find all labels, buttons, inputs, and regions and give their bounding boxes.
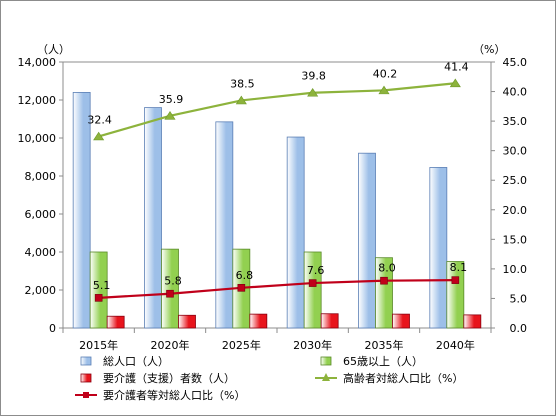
left-axis-tick-label: 6,000 bbox=[25, 208, 57, 221]
x-axis-category-label: 2020年 bbox=[151, 338, 190, 352]
right-axis-tick-label: 20.0 bbox=[503, 204, 528, 217]
right-axis-tick-label: 35.0 bbox=[503, 115, 528, 128]
data-label: 32.4 bbox=[87, 113, 112, 126]
bar bbox=[144, 107, 162, 329]
data-label: 40.2 bbox=[373, 67, 398, 80]
bar bbox=[249, 313, 268, 329]
data-label: 5.1 bbox=[93, 279, 111, 292]
x-axis-category-label: 2040年 bbox=[436, 338, 475, 352]
data-label: 8.0 bbox=[378, 262, 396, 275]
legend-label: 高齢者対総人口比（%） bbox=[343, 371, 463, 385]
series-point bbox=[378, 85, 390, 95]
series-point bbox=[94, 294, 103, 302]
bar bbox=[161, 248, 179, 329]
series-point bbox=[308, 279, 317, 287]
series-point bbox=[449, 78, 461, 88]
legend-label: 65歳以上（人） bbox=[343, 355, 423, 368]
series-line bbox=[98, 82, 456, 138]
x-axis-category-label: 2015年 bbox=[79, 338, 118, 352]
left-axis-unit: （人） bbox=[37, 43, 70, 56]
left-axis-tick-label: 0 bbox=[49, 322, 56, 335]
data-label: 8.1 bbox=[450, 261, 468, 274]
legend-label: 要介護（支援）者数（人） bbox=[103, 371, 235, 385]
data-label: 7.6 bbox=[307, 264, 325, 277]
data-label: 41.4 bbox=[444, 60, 469, 73]
x-axis-category-label: 2025年 bbox=[222, 338, 261, 352]
data-labels: 32.4 35.9 38.5 39.8 40.2 41.4 5.1 5.8 6.8 7.6 8.0 8… bbox=[87, 60, 468, 292]
bar bbox=[89, 251, 108, 329]
bar bbox=[72, 92, 91, 329]
x-axis-category-label: 2035年 bbox=[365, 338, 404, 352]
bar bbox=[303, 251, 322, 329]
plot-area bbox=[62, 61, 492, 329]
bar bbox=[286, 136, 305, 329]
bar bbox=[375, 257, 393, 329]
data-label: 35.9 bbox=[159, 93, 184, 106]
legend-swatch-marker bbox=[322, 373, 330, 381]
plot-area-border bbox=[62, 61, 492, 329]
axes: 02,0004,0006,0008,00010,00012,00014,000（… bbox=[18, 43, 528, 352]
right-axis-tick-label: 30.0 bbox=[503, 145, 528, 158]
bar bbox=[463, 314, 482, 329]
series-point bbox=[380, 276, 388, 285]
data-label: 38.5 bbox=[230, 77, 255, 90]
data-label: 6.8 bbox=[236, 269, 254, 282]
series-point bbox=[237, 284, 246, 292]
bar bbox=[215, 121, 234, 329]
bar bbox=[392, 313, 410, 329]
series-point bbox=[235, 95, 247, 105]
legend: 総人口（人） 65歳以上（人） 要介護（支援）者数（人） 高齢者対総人口比（%） 要介護… bbox=[75, 354, 463, 402]
data-label: 5.8 bbox=[164, 275, 182, 288]
right-axis-unit: （%） bbox=[473, 43, 505, 56]
legend-swatch bbox=[320, 356, 332, 366]
series-line bbox=[98, 279, 456, 299]
right-axis-tick-label: 45.0 bbox=[503, 56, 528, 69]
series-point bbox=[164, 111, 176, 120]
right-axis-tick-label: 5.0 bbox=[510, 292, 528, 305]
right-axis-tick-label: 40.0 bbox=[503, 86, 528, 99]
left-axis-tick-label: 14,000 bbox=[18, 56, 57, 69]
right-axis-tick-label: 0.0 bbox=[510, 322, 528, 335]
series-point bbox=[93, 131, 105, 141]
left-axis-tick-label: 4,000 bbox=[25, 246, 57, 259]
x-axis-category-label: 2030年 bbox=[293, 338, 332, 352]
left-axis-tick-label: 2,000 bbox=[25, 284, 57, 297]
bar bbox=[320, 313, 339, 329]
line-series bbox=[93, 78, 461, 302]
right-axis-tick-label: 15.0 bbox=[503, 233, 528, 246]
left-axis-tick-label: 10,000 bbox=[18, 132, 57, 145]
left-axis-tick-label: 12,000 bbox=[18, 94, 57, 107]
bar bbox=[178, 314, 196, 329]
data-label: 39.8 bbox=[301, 70, 326, 83]
legend-swatch bbox=[80, 373, 92, 383]
bar bbox=[429, 167, 448, 329]
left-axis-tick-label: 8,000 bbox=[25, 170, 57, 183]
legend-swatch bbox=[80, 356, 92, 366]
series-point bbox=[451, 276, 460, 284]
legend-label: 要介護者等対総人口比（%） bbox=[103, 388, 245, 402]
right-axis-tick-label: 25.0 bbox=[503, 174, 528, 187]
legend-label: 総人口（人） bbox=[103, 354, 169, 368]
bar-series bbox=[72, 92, 482, 329]
series-point bbox=[166, 289, 174, 298]
legend-swatch-marker bbox=[83, 392, 89, 398]
right-axis-tick-label: 10.0 bbox=[503, 263, 528, 276]
bar bbox=[358, 152, 376, 329]
bar bbox=[106, 315, 125, 329]
bar bbox=[446, 261, 465, 329]
series-point bbox=[307, 87, 319, 97]
